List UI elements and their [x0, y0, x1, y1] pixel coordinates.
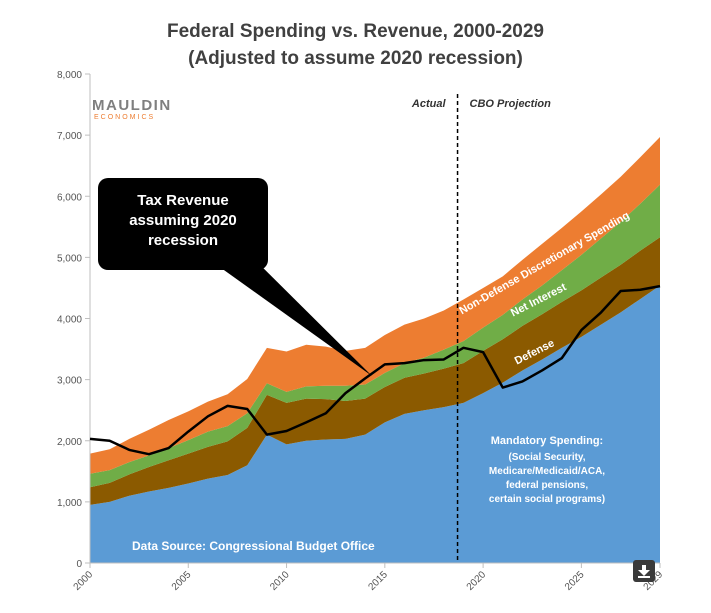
mandatory-title: Mandatory Spending:	[491, 435, 603, 447]
callout-line: Tax Revenue	[137, 192, 228, 209]
area-series-0	[90, 285, 660, 563]
logo-top-text: MAULDIN	[92, 97, 172, 114]
callout-line: assuming 2020	[129, 212, 237, 229]
chart-title-main: Federal Spending vs. Revenue, 2000-2029	[166, 21, 544, 42]
actual-projection-divider: Actual CBO Projection	[411, 94, 551, 563]
y-tick-label: 2,000	[57, 437, 82, 448]
y-tick-label: 6,000	[57, 192, 82, 203]
mandatory-line: Medicare/Medicaid/ACA,	[489, 466, 605, 477]
stacked-areas	[90, 136, 660, 563]
chart-title: Federal Spending vs. Revenue, 2000-2029 …	[0, 18, 711, 72]
tax-revenue-callout: Tax Revenue assuming 2020 recession	[98, 178, 372, 376]
area-series-2	[90, 184, 660, 488]
y-tick-label: 5,000	[57, 253, 82, 264]
x-tick-label: 2025	[563, 569, 587, 593]
y-tick-label: 8,000	[57, 70, 82, 81]
x-tick-label: 2015	[366, 569, 390, 593]
x-tick-label: 2010	[268, 569, 292, 593]
revenue-line-group	[89, 284, 661, 456]
y-tick-label: 3,000	[57, 376, 82, 387]
y-tick-label: 1,000	[57, 498, 82, 509]
source-label: Data Source: Congressional Budget Office	[132, 539, 375, 553]
y-tick-label: 7,000	[57, 131, 82, 142]
callout-line: recession	[148, 232, 218, 249]
download-arrow-icon	[638, 565, 650, 578]
y-tick-label: 4,000	[57, 315, 82, 326]
x-tick-label: 2000	[72, 569, 96, 593]
callout-box	[98, 178, 268, 270]
callout-pointer	[175, 235, 372, 376]
chart-axes: 0 1,000 2,000 3,000 4,000 5,000 6,000 7,000 8,00…	[57, 70, 665, 593]
projection-label: CBO Projection	[470, 98, 552, 110]
y-tick-label: 0	[76, 559, 82, 570]
x-tick-label: 2020	[465, 569, 489, 593]
logo-bottom-text: ECONOMICS	[94, 114, 155, 121]
chart-subtitle: (Adjusted to assume 2020 recession)	[188, 48, 523, 69]
x-tick-label: 2005	[170, 569, 194, 593]
actual-label: Actual	[411, 98, 447, 110]
area-series-3	[90, 136, 660, 474]
mandatory-line: certain social programs)	[489, 494, 605, 505]
mandatory-line: federal pensions,	[506, 480, 588, 491]
mandatory-line: (Social Security,	[508, 452, 585, 463]
download-button[interactable]	[633, 560, 655, 582]
area-series-1	[90, 237, 660, 505]
revenue-line	[89, 284, 661, 456]
